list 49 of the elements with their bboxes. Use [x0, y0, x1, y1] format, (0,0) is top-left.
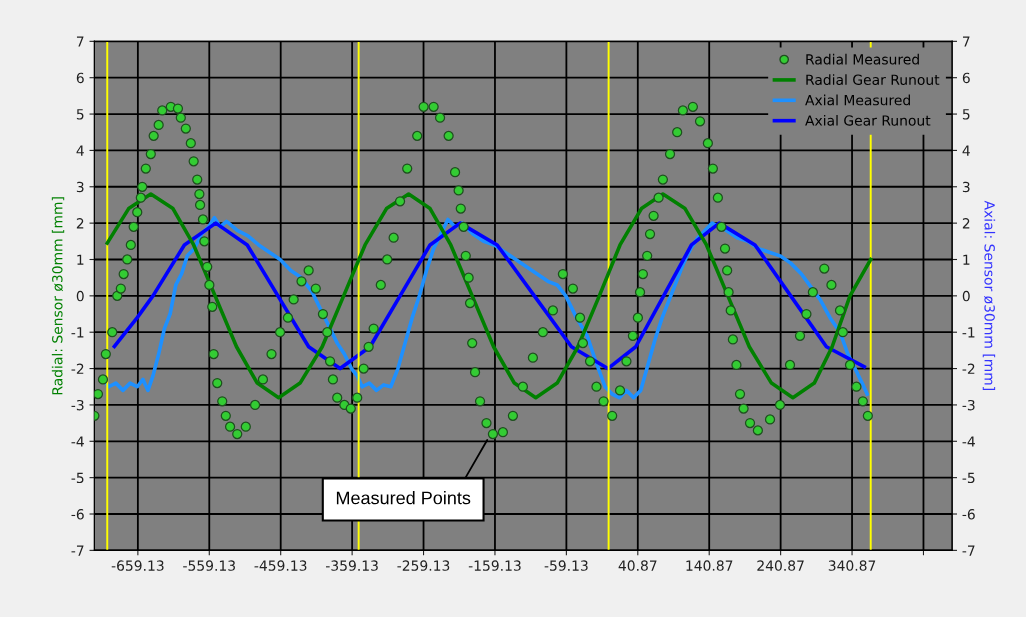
x-tick-label: -459.13: [254, 560, 307, 571]
x-tick-label: -159.13: [468, 560, 521, 571]
x-tick-label: -359.13: [325, 560, 378, 571]
legend-label: Axial Measured: [805, 94, 910, 106]
y-tick-label: 7: [76, 36, 84, 47]
y2-tick-label: 0: [962, 290, 970, 302]
y-tick-label: -1: [71, 327, 84, 338]
y2-tick-label: -4: [962, 436, 975, 447]
y2-tick-label: -6: [962, 508, 975, 520]
annotation: Measured Points: [336, 491, 471, 505]
y2-tick-label: 7: [962, 36, 970, 47]
y-tick-label: 6: [76, 72, 84, 84]
y-axis-title: Radial: Sensor ø30mm [mm]: [51, 197, 65, 395]
y-tick-label: 0: [76, 290, 84, 302]
x-tick-label: -559.13: [183, 560, 235, 571]
legend-label: Axial Gear Runout: [805, 115, 931, 126]
y-tick-label: -3: [71, 399, 84, 411]
y2-tick-label: 3: [962, 181, 970, 193]
x-tick-label: -59.13: [544, 560, 588, 571]
y2-tick-label: -5: [962, 472, 975, 484]
x-tick-label: 240.87: [757, 560, 804, 571]
y2-tick-label: 1: [963, 254, 970, 265]
y2-tick-label: 6: [962, 72, 970, 84]
x-tick-label: -259.13: [397, 560, 450, 571]
y-tick-label: 2: [76, 218, 84, 229]
y-tick-label: -7: [71, 545, 84, 556]
y-tick-label: 3: [76, 181, 84, 193]
y-tick-label: -5: [71, 472, 84, 484]
y2-tick-label: -7: [962, 545, 975, 556]
x-tick-label: 40.87: [618, 560, 657, 571]
y-tick-label: 1: [77, 254, 84, 265]
y2-axis-title: Axial: Sensor ø30mm [mm]: [982, 200, 996, 390]
y2-tick-label: -2: [962, 363, 975, 374]
y2-tick-label: -1: [962, 327, 975, 338]
y-tick-label: 4: [76, 145, 84, 156]
legend-label: Radial Gear Runout: [806, 74, 940, 85]
x-tick-label: 140.87: [686, 560, 733, 571]
x-tick-label: -659.13: [111, 560, 164, 571]
y2-tick-label: 5: [962, 109, 970, 120]
y2-tick-label: 2: [962, 218, 970, 229]
y-tick-label: -6: [71, 508, 84, 520]
legend-label: Radial Measured: [806, 53, 919, 65]
y-tick-label: -2: [71, 363, 84, 374]
y-tick-label: 5: [76, 109, 84, 120]
y2-tick-label: 4: [962, 145, 970, 156]
x-tick-label: 340.87: [828, 560, 876, 571]
y2-tick-label: -3: [962, 399, 975, 411]
line-series: [112, 221, 867, 371]
y-tick-label: -4: [71, 436, 84, 447]
